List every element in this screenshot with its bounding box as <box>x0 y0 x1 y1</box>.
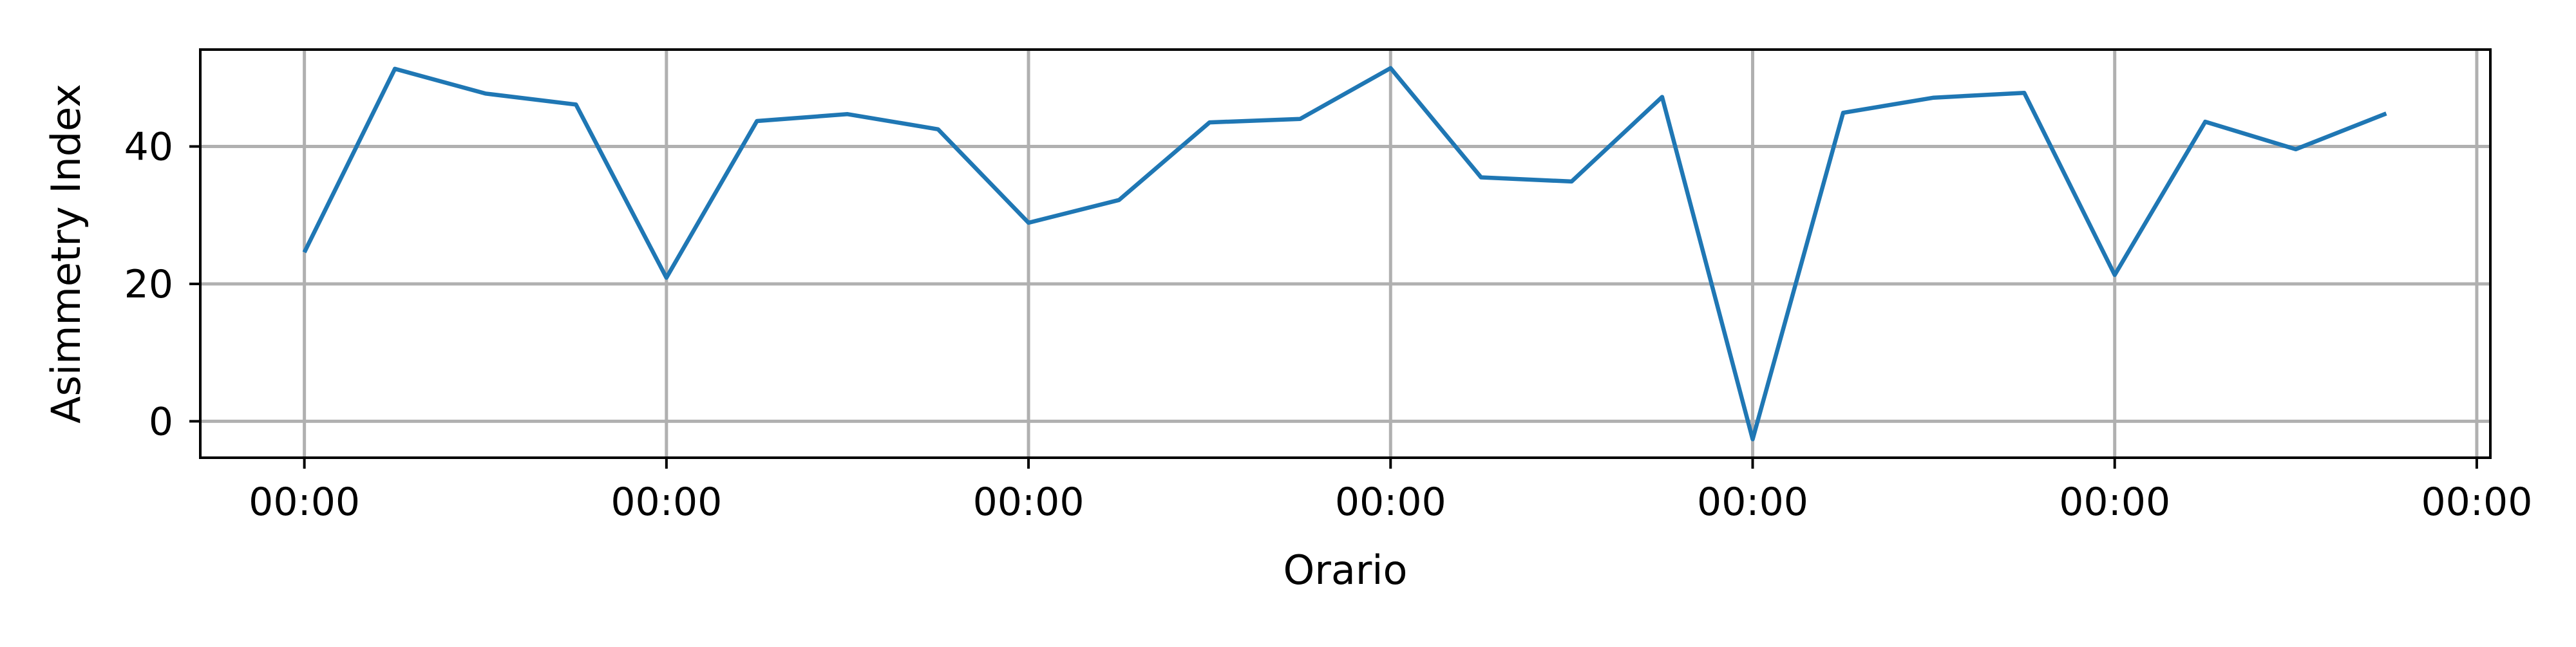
x-tick-label: 00:00 <box>1335 480 1446 525</box>
y-tick-label: 0 <box>149 399 173 444</box>
x-tick-label: 00:00 <box>1697 480 1808 525</box>
x-axis-ticks: 00:00 00:00 00:00 00:00 00:00 00:00 00:00 <box>249 458 2532 525</box>
series-line <box>302 66 2387 442</box>
x-tick-label: 00:00 <box>611 480 722 525</box>
y-axis-label: Asimmetry Index <box>43 84 90 424</box>
x-tick-label: 00:00 <box>2059 480 2170 525</box>
grid <box>200 50 2490 458</box>
x-tick-label: 00:00 <box>973 480 1084 525</box>
x-tick-label: 00:00 <box>2421 480 2532 525</box>
x-tick-label: 00:00 <box>249 480 360 525</box>
x-axis-label: Orario <box>1283 547 1408 594</box>
series-layer <box>302 66 2387 442</box>
plot-frame <box>199 48 2492 459</box>
y-axis-ticks: 0 20 40 <box>124 124 200 444</box>
y-tick-label: 40 <box>124 124 173 169</box>
y-tick-label: 20 <box>124 262 173 307</box>
